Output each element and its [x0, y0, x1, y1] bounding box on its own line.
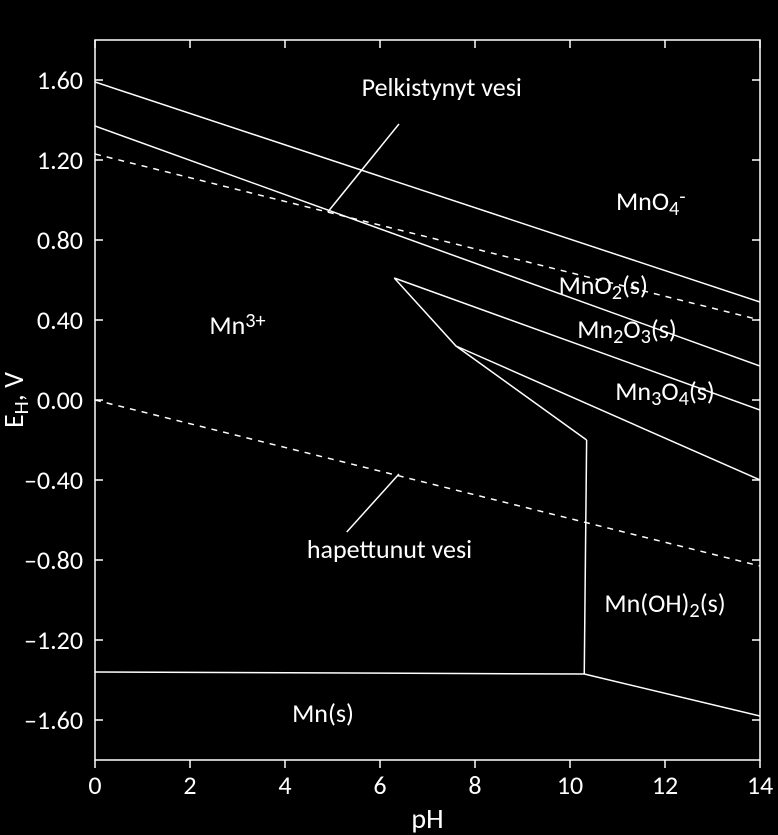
y-tick-label: 1.20: [37, 144, 83, 176]
x-tick-label: 8: [468, 769, 481, 801]
y-tick-label: –1.20: [24, 624, 83, 656]
annotation-pelkistynyt-vesi: Pelkistynyt vesi: [362, 71, 522, 103]
y-tick-label: –0.40: [24, 464, 83, 496]
y-tick-label: 0.80: [37, 224, 83, 256]
leader-hapettunut-vesi: [347, 474, 399, 532]
boundary-mn3-vertical: [584, 440, 586, 674]
y-tick-label: 0.00: [37, 384, 83, 416]
annotation-hapettunut-vesi: hapettunut vesi: [307, 533, 472, 565]
x-tick-label: 6: [373, 769, 386, 801]
region-label-mn: Mn(s): [292, 697, 354, 729]
region-label-mn2o3: Mn2O3(s): [577, 313, 677, 349]
x-tick-label: 10: [557, 769, 583, 801]
region-label-mno2: MnO2(s): [559, 269, 648, 305]
water-line-oxidized-water: [95, 154, 760, 320]
region-label-mn3o4: Mn3O4(s): [615, 375, 715, 411]
boundary-mnoh2-mn: [584, 674, 760, 716]
region-label-mnoh2: Mn(OH)2(s): [604, 587, 725, 623]
boundary-mn3-mn3o4: [394, 278, 586, 440]
leader-pelkistynyt-vesi: [328, 124, 399, 212]
x-axis-label: pH: [411, 801, 443, 835]
x-tick-label: 14: [747, 769, 773, 801]
boundary-mn3-mn: [95, 672, 584, 674]
y-tick-label: –0.80: [24, 544, 83, 576]
region-label-mn3plus: Mn3+: [209, 309, 265, 341]
x-tick-label: 12: [652, 769, 678, 801]
region-label-mno4: MnO4-: [616, 185, 686, 221]
x-tick-label: 2: [183, 769, 196, 801]
y-tick-label: –1.60: [24, 704, 83, 736]
y-tick-label: 0.40: [37, 304, 83, 336]
pourbaix-diagram: 0 2 4 6 8 10 12 14 1.60 1.20 0.80 0.40 0.00 –0.40 –0.8…: [0, 0, 778, 835]
boundary-mn3o4-mnoh2: [456, 346, 760, 480]
y-tick-label: 1.60: [37, 64, 83, 96]
y-axis-label: EH, V: [0, 372, 34, 428]
x-tick-label: 0: [88, 769, 101, 801]
chart-svg: 0 2 4 6 8 10 12 14 1.60 1.20 0.80 0.40 0.00 –0.40 –0.8…: [0, 0, 778, 835]
x-tick-label: 4: [278, 769, 291, 801]
